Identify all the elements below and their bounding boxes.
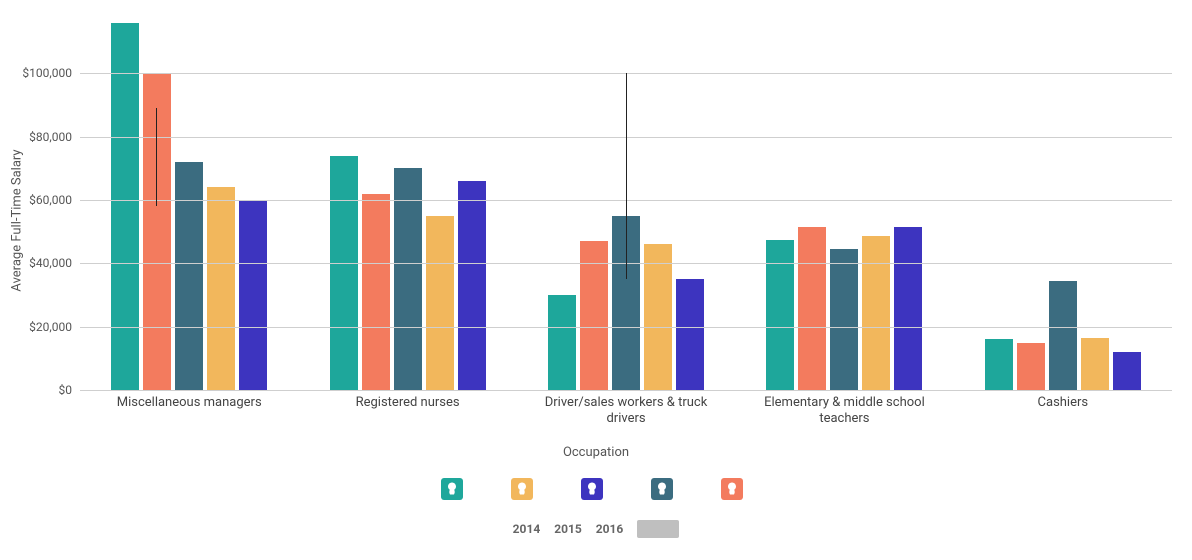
legend-year-label: 2015: [554, 522, 582, 536]
y-tick-label: $40,000: [29, 256, 80, 270]
y-tick-label: $20,000: [29, 320, 80, 334]
bar: [1081, 338, 1109, 390]
salary-bar-chart: Average Full-Time Salary $0$20,000$40,00…: [0, 0, 1192, 560]
legend-swatch-icon: [511, 478, 533, 500]
legend-item: [441, 478, 471, 500]
x-axis-labels: Miscellaneous managersRegistered nursesD…: [80, 395, 1172, 428]
legend-year-label: 2014: [513, 522, 541, 536]
legend-item: [721, 478, 751, 500]
bar: [330, 156, 358, 390]
y-tick-label: $100,000: [22, 66, 80, 80]
bar: [175, 162, 203, 390]
error-bar: [626, 73, 627, 279]
legend-item: [511, 478, 541, 500]
x-tick-label: Miscellaneous managers: [80, 395, 298, 428]
x-tick-label: Registered nurses: [298, 395, 516, 428]
error-bar: [156, 108, 157, 206]
bar: [798, 227, 826, 390]
legend-swatch-icon: [721, 478, 743, 500]
y-tick-label: $60,000: [29, 193, 80, 207]
x-axis-title-text: Occupation: [563, 445, 629, 460]
gridline: [80, 390, 1172, 391]
legend-year-box: [637, 520, 679, 538]
bar: [766, 240, 794, 390]
gridline: [80, 327, 1172, 328]
legend-years: 2014 2015 2016: [0, 520, 1192, 538]
bar: [239, 200, 267, 390]
bar: [548, 295, 576, 390]
legend-series: [0, 478, 1192, 500]
legend-swatch-icon: [651, 478, 673, 500]
bar: [1113, 352, 1141, 390]
bar: [362, 194, 390, 390]
y-tick-label: $80,000: [29, 130, 80, 144]
y-axis-label-text: Average Full-Time Salary: [10, 149, 25, 291]
legend-swatch-icon: [581, 478, 603, 500]
bar: [458, 181, 486, 390]
bar: [111, 23, 139, 390]
legend-item: [651, 478, 681, 500]
bar: [830, 249, 858, 390]
bar: [676, 279, 704, 390]
bar: [207, 187, 235, 390]
bar: [394, 168, 422, 390]
x-tick-label: Driver/sales workers & truck drivers: [517, 395, 735, 428]
bar: [862, 236, 890, 390]
x-tick-label: Elementary & middle school teachers: [735, 395, 953, 428]
x-axis-title: Occupation: [0, 445, 1192, 460]
legend-year-label: 2016: [596, 522, 624, 536]
legend-item: [581, 478, 611, 500]
bar: [426, 216, 454, 390]
bar: [1017, 343, 1045, 391]
y-tick-label: $0: [59, 383, 81, 397]
legend-swatch-icon: [441, 478, 463, 500]
bar: [894, 227, 922, 390]
bar: [644, 244, 672, 390]
bar: [1049, 281, 1077, 390]
plot-area: $0$20,000$40,000$60,000$80,000$100,000: [80, 10, 1172, 390]
bar: [985, 339, 1013, 390]
x-tick-label: Cashiers: [954, 395, 1172, 428]
